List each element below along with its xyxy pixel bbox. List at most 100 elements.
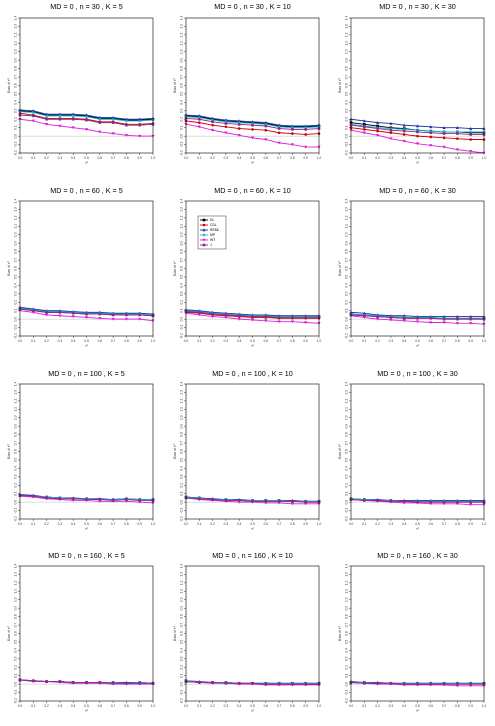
x-tick-label: 0.5: [84, 704, 89, 708]
point-j: [389, 499, 393, 503]
point-j: [264, 682, 268, 686]
point-j: [402, 316, 406, 320]
y-tick-label: 1.2: [345, 32, 349, 37]
point-j: [429, 316, 433, 320]
x-tick-label: 0.1: [197, 704, 202, 708]
y-tick-label: 0.2: [14, 483, 18, 488]
y-tick-label: -0.1: [345, 325, 349, 331]
panel-frame: [19, 17, 154, 154]
x-tick-label: 0.4: [237, 522, 242, 526]
y-tick-label: -0.2: [180, 698, 184, 704]
point-wt: [455, 322, 459, 325]
point-cdl: [198, 121, 201, 124]
x-tick-label: 0.2: [210, 704, 215, 708]
x-axis-label: τ²: [251, 709, 254, 713]
y-tick-label: 1.4: [180, 564, 184, 569]
y-tick-label: 0.2: [180, 117, 184, 122]
point-j: [376, 127, 379, 130]
y-tick-label: 0.6: [180, 631, 184, 636]
point-reml: [442, 126, 446, 129]
point-j: [98, 121, 102, 124]
point-mp: [138, 119, 142, 123]
x-tick-label: 0.4: [402, 339, 407, 343]
point-reml: [31, 109, 35, 113]
y-tick-label: 0.0: [345, 317, 349, 322]
x-tick-label: 0.5: [250, 522, 255, 526]
point-j: [442, 500, 446, 504]
y-tick-label: 0.9: [14, 58, 18, 63]
y-tick-label: 1.4: [345, 564, 349, 569]
panel-n100-k10: MD = 0 , n = 100 , K = 10 -0.2 -0.1 0.0 0.1 0…: [173, 369, 321, 531]
y-tick-label: 1.1: [345, 407, 349, 412]
y-tick-label: 0.4: [345, 100, 349, 105]
point-j: [277, 682, 281, 686]
point-wt: [469, 322, 473, 325]
y-tick-label: 0.8: [180, 432, 184, 437]
y-tick-label: 0.5: [180, 639, 184, 644]
y-tick-label: 0.5: [345, 639, 349, 644]
y-tick-label: -0.1: [14, 325, 18, 331]
x-tick-label: 0.8: [290, 704, 295, 708]
y-tick-label: 1.1: [180, 224, 184, 229]
point-j: [456, 132, 459, 135]
point-wt: [250, 318, 255, 322]
y-tick-label: 0.7: [180, 441, 184, 446]
y-tick-label: 0.8: [14, 614, 18, 619]
y-tick-label: 0.9: [180, 424, 184, 429]
series-line-wt: [19, 118, 153, 137]
point-j: [429, 682, 433, 686]
x-tick-label: 0.3: [389, 704, 394, 708]
point-j: [71, 311, 75, 315]
x-axis-label: τ²: [416, 344, 419, 348]
y-tick-label: 0.0: [14, 317, 18, 322]
x-tick-label: 1.0: [151, 156, 156, 160]
point-wt: [264, 138, 268, 142]
x-tick-label: 0.3: [389, 522, 394, 526]
x-tick-label: 0.1: [31, 156, 36, 160]
point-j: [389, 316, 393, 319]
y-tick-label: 0.2: [14, 665, 18, 670]
y-tick-label: 0.5: [14, 639, 18, 644]
point-reml: [71, 112, 75, 116]
y-tick-label: -0.2: [14, 698, 18, 704]
point-j: [45, 311, 48, 314]
y-axis-label: Bias of τ²: [7, 77, 11, 92]
panel-frame: [19, 565, 154, 702]
y-tick-label: 0.4: [14, 283, 18, 288]
y-tick-label: 1.1: [180, 589, 184, 594]
x-tick-label: 1.0: [151, 339, 156, 343]
y-tick-label: 1.3: [345, 390, 349, 395]
y-tick-label: 0.9: [180, 606, 184, 611]
y-tick-label: 1.3: [345, 24, 349, 29]
point-cdl: [251, 128, 254, 131]
point-j: [442, 317, 446, 321]
point-j: [251, 315, 254, 318]
x-tick-label: 1.0: [151, 704, 156, 708]
point-j: [402, 499, 406, 503]
y-tick-label: -0.1: [180, 508, 184, 514]
x-tick-label: 0.2: [210, 339, 215, 343]
y-tick-label: 1.2: [345, 580, 349, 585]
point-j: [389, 128, 393, 132]
y-axis-label: Bias of τ²: [7, 443, 11, 458]
y-tick-label: 1.4: [14, 564, 18, 569]
point-reml: [469, 126, 473, 130]
point-cdl: [402, 133, 406, 136]
y-tick-label: -0.2: [14, 333, 18, 339]
point-wt: [197, 313, 201, 317]
panel-title: MD = 0 , n = 100 , K = 30: [377, 369, 458, 378]
y-tick-label: 0.8: [180, 249, 184, 254]
panel-frame: [185, 17, 320, 154]
y-tick-label: 0.0: [345, 134, 349, 139]
x-tick-label: 0.9: [137, 704, 142, 708]
y-axis-label: Bias of τ²: [7, 260, 11, 275]
y-tick-label: 0.3: [345, 656, 349, 661]
y-tick-label: 0.8: [14, 66, 18, 71]
point-j: [264, 315, 268, 318]
y-tick-label: -0.1: [345, 142, 349, 148]
y-tick-label: 1.0: [14, 232, 18, 237]
y-tick-label: 0.6: [14, 266, 18, 271]
legend-label: DL: [210, 218, 214, 222]
y-tick-label: 0.3: [180, 108, 184, 113]
